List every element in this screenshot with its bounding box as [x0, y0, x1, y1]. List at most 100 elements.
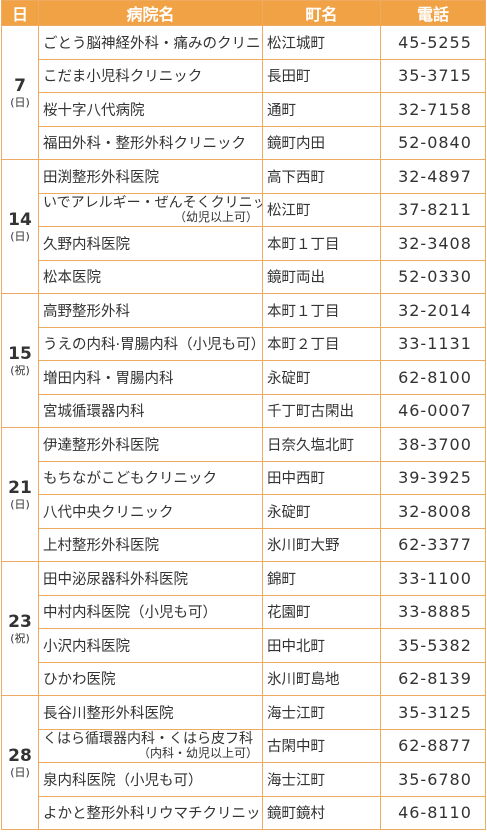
table-row: 増田内科・胃腸内科 永碇町 62-8100 — [2, 360, 486, 395]
day-of-week: (祝) — [10, 363, 30, 377]
phone: 33-1100 — [380, 561, 486, 596]
hospital-name: 泉内科医院（小児も可） — [38, 762, 263, 797]
header-cell: 町名 — [262, 0, 381, 26]
table-row: 28 (日) 長谷川整形外科医院 海士江町 35-3125 — [1, 695, 486, 830]
table-row: 14 (日) 田渕整形外科医院 高下西町 32-4897 — [1, 159, 486, 294]
town: 氷川町島地 — [262, 661, 381, 696]
day-cell: 15 (祝) — [1, 293, 39, 428]
table-row: 中村内科医院（小児も可） 花園町 33-8885 — [2, 594, 486, 629]
town: 高下西町 — [262, 159, 381, 194]
table-row: 久野内科医院 本町１丁目 32-3408 — [2, 226, 486, 261]
town: 氷川町大野 — [262, 527, 381, 562]
phone: 32-3408 — [380, 226, 486, 261]
table-row: よかと整形外科リウマチクリニック 鏡町鏡村 46-8110 — [2, 795, 486, 830]
hospital-note: （内科・幼児以上可） — [137, 746, 258, 761]
phone: 33-8885 — [380, 594, 486, 629]
town: 本町１丁目 — [262, 293, 381, 328]
day-of-week: (日) — [10, 95, 30, 109]
phone: 35-6780 — [380, 762, 486, 797]
table-row: 松本医院 鏡町両出 52-0330 — [2, 259, 486, 294]
table-row: うえの内科·胃腸内科（小児も可） 本町２丁目 33-1131 — [2, 326, 486, 361]
header-cell: 病院名 — [38, 0, 263, 26]
table-row: 福田外科・整形外科クリニック 鏡町内田 52-0840 — [2, 125, 486, 160]
table-row: 泉内科医院（小児も可） 海士江町 35-6780 — [2, 762, 486, 797]
table-row: 八代中央クリニック 永碇町 32-8008 — [2, 494, 486, 529]
table-row: 上村整形外科医院 氷川町大野 62-3377 — [2, 527, 486, 562]
phone: 62-3377 — [380, 527, 486, 562]
phone: 62-8877 — [380, 728, 486, 763]
town: 田中西町 — [262, 460, 381, 495]
phone: 38-3700 — [380, 427, 486, 462]
phone: 32-8008 — [380, 494, 486, 529]
day-number: 15 — [8, 343, 32, 364]
town: 海士江町 — [262, 762, 381, 797]
day-number: 7 — [14, 75, 26, 96]
table-row: 15 (祝) 高野整形外科 本町１丁目 32-2014 — [1, 293, 486, 428]
hospital-name: うえの内科·胃腸内科（小児も可） — [38, 326, 263, 361]
hospital-name: 小沢内科医院 — [38, 628, 263, 663]
hospital-name: 松本医院 — [38, 259, 263, 294]
hospital-name: 田渕整形外科医院 — [38, 159, 263, 194]
hospital-name: 長谷川整形外科医院 — [38, 695, 263, 730]
town: 鏡町鏡村 — [262, 795, 381, 830]
town: 本町２丁目 — [262, 326, 381, 361]
hospital-name: もちながこどもクリニック — [38, 460, 263, 495]
table-row: ひかわ医院 氷川町島地 62-8139 — [2, 661, 486, 696]
header-row: 日病院名 町名 電話 — [1, 0, 486, 26]
phone: 32-7158 — [380, 92, 486, 127]
hospital-note: （幼児以上可） — [173, 210, 258, 225]
table-row: 桜十字八代病院 通町 32-7158 — [2, 92, 486, 127]
town: 通町 — [262, 92, 381, 127]
hospital-name: 増田内科・胃腸内科 — [38, 360, 263, 395]
table-row: こだま小児科クリニック 長田町 35-3715 — [2, 58, 486, 93]
town: 千丁町古閑出 — [262, 393, 381, 428]
day-cell: 21 (日) — [1, 427, 39, 562]
phone: 35-5382 — [380, 628, 486, 663]
hospital-name: こだま小児科クリニック — [38, 58, 263, 93]
town: 花園町 — [262, 594, 381, 629]
phone: 46-8110 — [380, 795, 486, 830]
hospital-name: 上村整形外科医院 — [38, 527, 263, 562]
hospital-name: よかと整形外科リウマチクリニック — [38, 795, 263, 830]
table-row: もちながこどもクリニック 田中西町 39-3925 — [2, 460, 486, 495]
day-number: 14 — [8, 209, 32, 230]
day-of-week: (祝) — [10, 631, 30, 645]
phone: 35-3715 — [380, 58, 486, 93]
town: 松江城町 — [262, 25, 381, 60]
day-cell: 14 (日) — [1, 159, 39, 294]
hospital-name: 中村内科医院（小児も可） — [38, 594, 263, 629]
table-row: 小沢内科医院 田中北町 35-5382 — [2, 628, 486, 663]
phone: 52-0840 — [380, 125, 486, 160]
town: 海士江町 — [262, 695, 381, 730]
day-of-week: (日) — [10, 229, 30, 243]
town: 本町１丁目 — [262, 226, 381, 261]
day-of-week: (日) — [10, 497, 30, 511]
phone: 37-8211 — [380, 192, 486, 227]
town: 錦町 — [262, 561, 381, 596]
town: 松江町 — [262, 192, 381, 227]
town: 永碇町 — [262, 494, 381, 529]
header-cell: 電話 — [380, 0, 486, 26]
table-row: 7(日)ごとう脳神経外科・痛みのクリニック松江城町45-5255 — [1, 25, 486, 160]
hospital-name-cell: くはら循環器内科・くはら皮フ科 （内科・幼児以上可） — [38, 728, 263, 763]
table-row: 21 (日) 伊達整形外科医院 日奈久塩北町 38-3700 — [1, 427, 486, 562]
hospital-name-cell: いでアレルギー・ぜんそくクリニック （幼児以上可） — [38, 192, 263, 227]
phone: 45-5255 — [380, 25, 486, 60]
header-cell: 日 — [1, 0, 39, 26]
hospital-name: 桜十字八代病院 — [38, 92, 263, 127]
hospital-name: 福田外科・整形外科クリニック — [38, 125, 263, 160]
town: 鏡町両出 — [262, 259, 381, 294]
hospital-name: くはら循環器内科・くはら皮フ科 — [43, 731, 253, 748]
hospital-name: 宮城循環器内科 — [38, 393, 263, 428]
day-number: 21 — [8, 477, 32, 498]
table-body: 7(日)ごとう脳神経外科・痛みのクリニック松江城町45-5255こだま小児科クリ… — [1, 25, 486, 830]
phone: 32-4897 — [380, 159, 486, 194]
town: 日奈久塩北町 — [262, 427, 381, 462]
hospital-name: 八代中央クリニック — [38, 494, 263, 529]
phone: 33-1131 — [380, 326, 486, 361]
town: 鏡町内田 — [262, 125, 381, 160]
hospital-name: ひかわ医院 — [38, 661, 263, 696]
hospital-name: 高野整形外科 — [38, 293, 263, 328]
hospital-name: 久野内科医院 — [38, 226, 263, 261]
